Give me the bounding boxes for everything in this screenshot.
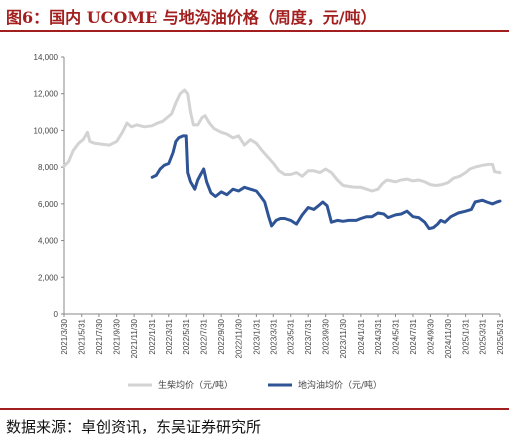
x-tick-label: 2023/1/31 bbox=[252, 318, 261, 354]
title-underline bbox=[0, 30, 509, 32]
x-tick-label: 2024/11/30 bbox=[444, 318, 453, 358]
data-source-note: 数据来源：卓创资讯，东吴证券研究所 bbox=[6, 418, 262, 436]
y-tick-label: 4,000 bbox=[38, 237, 59, 246]
x-tick-label: 2023/9/30 bbox=[322, 318, 331, 354]
series-line-gutter-oil bbox=[150, 134, 502, 231]
x-tick-label: 2022/1/31 bbox=[148, 318, 157, 354]
chart-svg: 0 2,000 4,000 6,000 8,000 10,000 12,000 14,000 2… bbox=[34, 53, 505, 391]
x-tick-label: 2021/11/30 bbox=[130, 318, 139, 358]
y-tick-label: 2,000 bbox=[38, 273, 59, 282]
x-tick-label: 2022/3/31 bbox=[165, 318, 174, 354]
x-tick-label: 2024/5/31 bbox=[392, 318, 401, 354]
y-tick-label: 0 bbox=[54, 310, 59, 319]
x-tick-label: 2023/5/31 bbox=[287, 318, 296, 354]
x-tick-label: 2024/3/31 bbox=[374, 318, 383, 354]
x-tick-label: 2021/3/30 bbox=[60, 318, 69, 354]
y-tick-label: 6,000 bbox=[38, 200, 59, 209]
series-line-biodiesel bbox=[62, 88, 502, 193]
x-tick-label: 2022/5/31 bbox=[182, 318, 191, 354]
x-tick-label: 2022/7/31 bbox=[200, 318, 209, 354]
footer-rule bbox=[0, 408, 509, 410]
x-tick-label: 2024/1/31 bbox=[357, 318, 366, 354]
x-tick-label: 2021/7/30 bbox=[95, 318, 104, 354]
x-tick-label: 2021/9/30 bbox=[113, 318, 122, 354]
y-tick-label: 14,000 bbox=[34, 53, 59, 62]
legend-item-biodiesel-label: 生柴均价（元/吨） bbox=[158, 379, 233, 391]
x-tick-label: 2024/9/30 bbox=[426, 318, 435, 354]
x-tick-label: 2022/11/30 bbox=[235, 318, 244, 358]
x-tick-label: 2025/3/31 bbox=[479, 318, 488, 354]
x-tick-label: 2023/7/31 bbox=[304, 318, 313, 354]
x-tick-label: 2023/3/31 bbox=[269, 318, 278, 354]
legend-item-gutter-oil-label: 地沟油均价（元/吨） bbox=[298, 379, 382, 391]
x-tick-label: 2025/5/31 bbox=[496, 318, 505, 354]
x-tick-label: 2022/9/30 bbox=[217, 318, 226, 354]
y-tick-label: 10,000 bbox=[34, 126, 59, 135]
y-tick-label: 8,000 bbox=[38, 163, 59, 172]
y-tick-label: 12,000 bbox=[34, 90, 59, 99]
x-tick-label: 2023/11/30 bbox=[339, 318, 348, 358]
x-tick-label: 2025/1/31 bbox=[462, 318, 471, 354]
chart-title: 图6：国内 UCOME 与地沟油价格（周度，元/吨） bbox=[6, 8, 377, 27]
x-tick-label: 2024/7/31 bbox=[409, 318, 418, 354]
x-tick-label: 2021/5/31 bbox=[78, 318, 87, 354]
